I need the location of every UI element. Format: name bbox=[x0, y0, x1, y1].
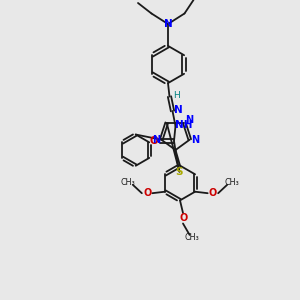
Text: S: S bbox=[176, 167, 183, 177]
Text: CH₃: CH₃ bbox=[184, 233, 200, 242]
Text: CH₃: CH₃ bbox=[120, 178, 135, 187]
Text: N: N bbox=[173, 105, 182, 116]
Text: O: O bbox=[143, 188, 152, 198]
Text: NH: NH bbox=[175, 120, 193, 130]
Text: O: O bbox=[179, 213, 188, 224]
Text: N: N bbox=[152, 135, 160, 145]
Text: N: N bbox=[164, 19, 172, 29]
Text: N: N bbox=[185, 116, 194, 125]
Text: CH₃: CH₃ bbox=[225, 178, 240, 187]
Text: N: N bbox=[191, 135, 199, 145]
Text: H: H bbox=[173, 91, 179, 100]
Text: O: O bbox=[150, 136, 159, 146]
Text: O: O bbox=[208, 188, 217, 198]
